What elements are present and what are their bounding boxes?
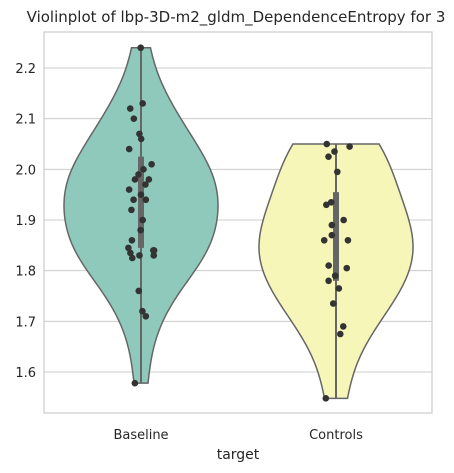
data-point — [340, 216, 347, 224]
data-point — [142, 181, 149, 188]
data-point — [145, 176, 153, 183]
x-tick-label: Baseline — [113, 428, 168, 443]
data-point — [323, 140, 331, 148]
data-point — [148, 160, 155, 168]
data-point — [136, 130, 143, 138]
data-point — [128, 254, 136, 262]
x-axis-label: target — [217, 447, 260, 463]
data-point — [327, 198, 335, 206]
data-point — [325, 277, 332, 285]
data-point — [329, 300, 337, 307]
data-point — [150, 247, 158, 254]
data-point — [320, 236, 328, 244]
data-point — [323, 201, 330, 209]
y-tick-labels: 1.6 1.7 1.8 1.9 2.0 2.1 2.2 — [15, 62, 36, 381]
data-point — [131, 379, 139, 387]
data-point — [127, 249, 134, 257]
data-point — [139, 307, 146, 315]
data-point — [344, 236, 352, 244]
data-point — [135, 171, 142, 178]
y-tick-label: 2.0 — [15, 163, 36, 178]
plot-frame — [43, 31, 433, 414]
y-tick-label: 1.7 — [15, 315, 36, 330]
data-point — [131, 176, 139, 183]
y-tick-label: 1.6 — [15, 366, 36, 381]
data-point — [125, 186, 133, 193]
data-point — [137, 135, 145, 143]
data-point — [325, 153, 332, 160]
data-point — [130, 196, 137, 204]
data-point — [322, 395, 330, 402]
data-point — [139, 216, 146, 224]
data-point — [130, 115, 138, 122]
data-point — [128, 206, 135, 214]
data-point — [142, 312, 150, 320]
chart-title: Violinplot of lbp-3D-m2_gldm_DependenceE… — [27, 8, 446, 27]
y-tick-label: 2.2 — [15, 62, 36, 77]
data-point — [328, 221, 336, 229]
data-point — [139, 100, 147, 107]
violins — [63, 46, 414, 400]
iqr-box — [138, 156, 144, 248]
data-point — [125, 244, 132, 252]
x-tick-labels: Baseline Controls — [113, 428, 363, 443]
data-point — [331, 148, 338, 155]
data-point — [137, 191, 145, 198]
data-point — [150, 252, 158, 259]
data-point — [135, 287, 143, 295]
data-point — [336, 330, 344, 338]
y-tick-label: 1.9 — [15, 214, 36, 229]
data-point — [136, 252, 143, 259]
data-point — [328, 231, 336, 239]
y-tick-label: 1.8 — [15, 265, 36, 280]
data-point — [331, 272, 339, 280]
data-point — [325, 262, 332, 269]
data-point — [142, 196, 150, 204]
data-point — [137, 226, 144, 234]
data-point — [125, 145, 133, 153]
data-point — [334, 168, 341, 176]
data-point — [128, 236, 136, 244]
data-points — [125, 44, 353, 402]
data-point — [140, 166, 147, 173]
data-point — [126, 105, 134, 112]
data-point — [343, 264, 351, 272]
y-tick-label: 2.1 — [15, 113, 36, 128]
data-point — [335, 285, 343, 292]
x-tick-label: Controls — [309, 428, 363, 443]
data-point — [346, 143, 353, 150]
data-point — [137, 44, 145, 52]
iqr-box — [333, 192, 339, 281]
data-point — [339, 323, 347, 330]
